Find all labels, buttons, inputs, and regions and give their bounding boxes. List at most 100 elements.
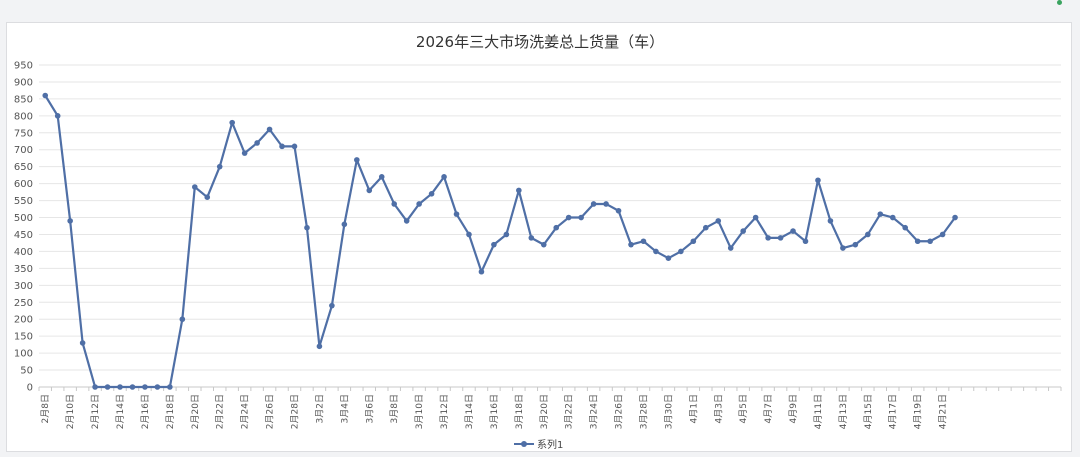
data-point[interactable]	[540, 241, 547, 248]
data-point[interactable]	[727, 245, 734, 251]
data-point[interactable]	[204, 194, 211, 200]
x-tick-label: 3月4日	[339, 394, 350, 423]
data-point[interactable]	[403, 218, 410, 224]
data-point[interactable]	[154, 384, 161, 390]
data-point[interactable]	[42, 92, 49, 99]
data-point[interactable]	[815, 177, 821, 184]
data-point[interactable]	[354, 157, 360, 163]
y-tick-label: 750	[14, 128, 33, 139]
legend[interactable]: 系列1	[514, 438, 563, 451]
data-point[interactable]	[777, 235, 784, 241]
data-point[interactable]	[503, 231, 510, 238]
data-point[interactable]	[241, 150, 248, 156]
data-point[interactable]	[578, 214, 584, 221]
x-tick-label: 4月5日	[738, 394, 749, 423]
data-point[interactable]	[341, 221, 348, 228]
data-point[interactable]	[615, 207, 622, 214]
data-point[interactable]	[678, 248, 684, 255]
data-point[interactable]	[104, 384, 111, 390]
data-point[interactable]	[877, 211, 884, 217]
data-point[interactable]	[216, 163, 223, 170]
data-point[interactable]	[665, 255, 672, 261]
data-point[interactable]	[167, 384, 173, 390]
data-point[interactable]	[690, 238, 697, 245]
x-tick-label: 3月28日	[638, 394, 649, 429]
data-point[interactable]	[304, 224, 310, 231]
x-tick-label: 4月3日	[713, 394, 724, 423]
data-point[interactable]	[478, 268, 485, 275]
data-point[interactable]	[653, 248, 659, 255]
data-point[interactable]	[840, 245, 846, 251]
data-point[interactable]	[54, 113, 61, 119]
data-point[interactable]	[914, 238, 921, 245]
x-tick-label: 2月26日	[265, 394, 276, 429]
y-tick-label: 650	[14, 162, 33, 173]
data-point[interactable]	[952, 214, 958, 221]
data-point[interactable]	[179, 316, 186, 323]
x-tick-label: 3月8日	[389, 394, 400, 423]
data-point[interactable]	[927, 238, 933, 245]
x-tick-label: 3月2日	[314, 394, 325, 423]
data-point[interactable]	[491, 241, 497, 248]
y-tick-label: 400	[14, 247, 33, 258]
data-point[interactable]	[889, 214, 896, 221]
data-point[interactable]	[366, 187, 373, 194]
y-tick-label: 550	[14, 196, 33, 207]
x-tick-label: 4月1日	[688, 394, 699, 423]
data-point[interactable]	[92, 384, 98, 390]
y-tick-label: 100	[14, 349, 33, 360]
data-point[interactable]	[590, 201, 597, 207]
data-point[interactable]	[378, 174, 385, 180]
data-point[interactable]	[516, 187, 522, 194]
data-point[interactable]	[640, 238, 647, 245]
data-point[interactable]	[329, 302, 335, 309]
data-point[interactable]	[603, 201, 609, 207]
data-point[interactable]	[453, 211, 460, 217]
data-point[interactable]	[752, 214, 759, 221]
y-tick-label: 800	[14, 111, 33, 122]
data-point[interactable]	[254, 140, 260, 146]
status-dot	[1057, 0, 1062, 5]
data-point[interactable]	[291, 143, 298, 150]
data-point[interactable]	[715, 218, 722, 224]
data-point[interactable]	[142, 384, 148, 390]
data-point[interactable]	[865, 231, 871, 238]
data-point[interactable]	[902, 224, 909, 231]
data-point[interactable]	[266, 126, 273, 133]
data-point[interactable]	[553, 224, 560, 231]
data-point[interactable]	[765, 235, 771, 241]
x-tick-label: 2月10日	[65, 394, 76, 429]
data-point[interactable]	[117, 384, 123, 390]
chart-title: 2026年三大市场洗姜总上货量（车）	[416, 33, 664, 51]
data-point[interactable]	[802, 238, 809, 245]
data-point[interactable]	[129, 384, 136, 390]
x-tick-label: 3月22日	[564, 394, 575, 429]
data-point[interactable]	[939, 231, 946, 238]
data-point[interactable]	[740, 228, 746, 234]
data-point[interactable]	[79, 340, 86, 346]
x-tick-label: 4月11日	[813, 394, 824, 429]
data-point[interactable]	[702, 224, 709, 231]
x-tick-label: 4月7日	[763, 394, 774, 423]
data-point[interactable]	[565, 214, 572, 221]
data-point[interactable]	[827, 218, 834, 224]
legend-marker	[521, 441, 527, 447]
data-point[interactable]	[466, 231, 472, 238]
data-point[interactable]	[628, 241, 634, 248]
y-axis-ticks: 0 50 100 150 200 250 300 350 400 450 500 550 600 650 7…	[14, 61, 33, 394]
data-point[interactable]	[528, 235, 535, 241]
x-tick-label: 3月12日	[439, 394, 450, 429]
data-point[interactable]	[416, 201, 422, 207]
data-point[interactable]	[790, 228, 796, 234]
data-point[interactable]	[441, 174, 447, 180]
y-tick-label: 600	[14, 179, 33, 190]
data-point[interactable]	[852, 241, 859, 248]
y-tick-label: 150	[14, 332, 33, 343]
data-point[interactable]	[428, 191, 435, 197]
data-point[interactable]	[191, 184, 198, 190]
data-point[interactable]	[229, 119, 235, 126]
data-point[interactable]	[316, 343, 323, 350]
data-point[interactable]	[391, 201, 398, 207]
data-point[interactable]	[279, 143, 285, 150]
data-point[interactable]	[67, 218, 73, 224]
